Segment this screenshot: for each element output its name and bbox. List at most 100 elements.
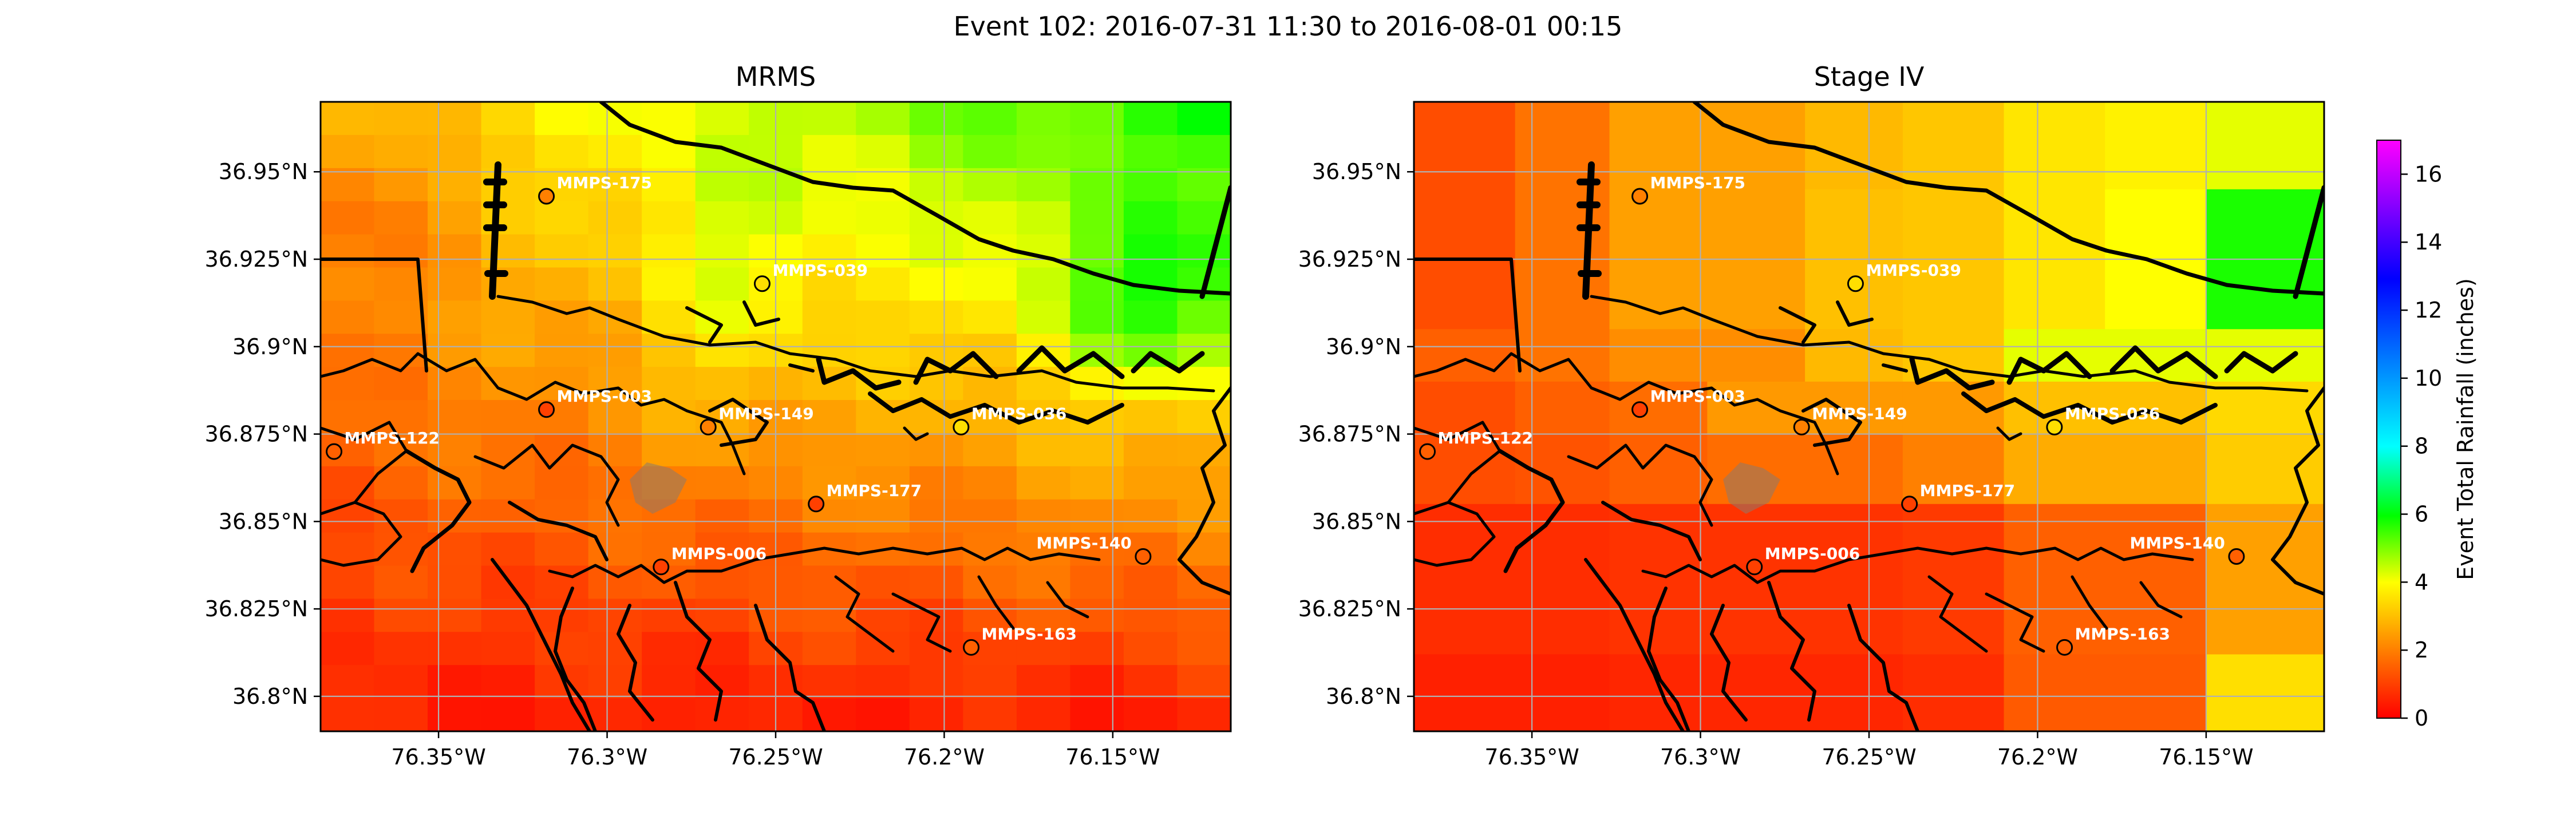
mrms-grid-cell xyxy=(963,466,1017,500)
mrms-grid-cell xyxy=(1070,168,1124,202)
mrms-grid-cell xyxy=(963,134,1017,169)
mrms-grid-cell xyxy=(963,599,1017,632)
mrms-grid-cell xyxy=(374,400,428,434)
mrms-grid-cell xyxy=(1177,400,1231,434)
gauge-marker-mmps-163 xyxy=(963,639,980,656)
stage-iv-grid-cell xyxy=(1805,189,1903,260)
mrms-grid-cell xyxy=(642,532,696,566)
gauge-label-mmps-175: MMPS-175 xyxy=(557,173,652,192)
mrms-x-tick-label: 76.3°W xyxy=(567,744,647,770)
stage-iv-grid-cell xyxy=(1609,189,1708,260)
mrms-grid-cell xyxy=(856,334,910,367)
mrms-grid-cell xyxy=(695,433,749,467)
gauge-label-mmps-006: MMPS-006 xyxy=(1765,544,1860,563)
mrms-grid-cell xyxy=(481,632,535,665)
mrms-grid-cell xyxy=(1016,400,1071,434)
mrms-grid-cell xyxy=(535,466,589,500)
mrms-grid-cell xyxy=(802,201,856,235)
mrms-grid-cell xyxy=(428,168,482,202)
mrms-grid-cell xyxy=(695,134,749,169)
gauge-label-mmps-003: MMPS-003 xyxy=(1650,387,1745,406)
mrms-y-tick-label: 36.85°N xyxy=(219,509,308,534)
urban-patch-shape xyxy=(1723,462,1780,514)
mrms-grid-cell xyxy=(428,300,482,334)
mrms-grid-cell xyxy=(374,599,428,632)
stage-iv-grid-cell xyxy=(1414,381,1516,435)
stage-iv-grid-cell xyxy=(2004,654,2105,731)
mrms-grid-cell xyxy=(374,201,428,235)
mrms-grid-cell xyxy=(802,400,856,434)
mrms-grid-cell xyxy=(374,665,428,699)
mrms-grid-cell xyxy=(1177,134,1231,169)
mrms-grid-cell xyxy=(1123,168,1178,202)
colorbar-tick-label: 16 xyxy=(2415,161,2442,187)
mrms-gauges: MMPS-175 MMPS-039 MMPS-003 MMPS-149 MMPS-036… xyxy=(326,173,1152,656)
mrms-grid-cell xyxy=(1016,267,1071,301)
gauge-marker-mmps-039 xyxy=(753,275,771,292)
mrms-grid-cell xyxy=(588,267,642,301)
stage-iv-grid-cell xyxy=(2105,189,2207,260)
mrms-grid-cell xyxy=(1123,102,1178,136)
gauge-marker-mmps-122 xyxy=(326,443,343,460)
mrms-grid-cell xyxy=(428,400,482,434)
mrms-grid-cell xyxy=(963,234,1017,268)
mrms-grid-cell xyxy=(695,234,749,268)
mrms-grid-cell xyxy=(695,334,749,367)
gauge-marker-mmps-003 xyxy=(1631,401,1649,418)
mrms-grid-cell xyxy=(321,201,375,235)
colorbar: 0 2 4 6 8 10 12 14 16 Event Total Rainfall (inch… xyxy=(2376,140,2478,731)
colorbar-tick-label: 10 xyxy=(2415,366,2442,391)
stage-iv-grid-cell xyxy=(1707,654,1805,731)
stage-iv-grid-cell xyxy=(1902,654,2005,731)
mrms-grid-cell xyxy=(695,632,749,665)
mrms-grid-cell xyxy=(909,698,963,731)
mrms-grid-cell xyxy=(535,565,589,600)
mrms-grid-cell xyxy=(802,698,856,731)
mrms-grid-cell xyxy=(1016,599,1071,632)
mrms-grid-cell xyxy=(1070,234,1124,268)
mrms-grid-cell xyxy=(1070,300,1124,334)
mrms-grid-cell xyxy=(909,134,963,169)
gauge-marker-mmps-006 xyxy=(1746,558,1763,576)
mrms-grid-cell xyxy=(481,400,535,434)
mrms-grid-cell xyxy=(428,632,482,665)
mrms-grid-cell xyxy=(1016,300,1071,334)
mrms-grid-cell xyxy=(963,300,1017,334)
mrms-grid-cell xyxy=(642,698,696,731)
mrms-grid-cell xyxy=(374,334,428,367)
gauge-label-mmps-140: MMPS-140 xyxy=(2129,533,2225,552)
mrms-grid-cell xyxy=(588,599,642,632)
mrms-grid-cell xyxy=(1016,433,1071,467)
stage-iv-grid-cell xyxy=(1805,329,1903,382)
stage-iv-y-tick-label: 36.8°N xyxy=(1326,684,1401,709)
gauge-label-mmps-003: MMPS-003 xyxy=(557,387,652,406)
mrms-grid-cell xyxy=(1070,466,1124,500)
gauge-marker-mmps-006 xyxy=(653,558,670,576)
mrms-grid-cell xyxy=(856,433,910,467)
mrms-grid-cell xyxy=(588,565,642,600)
mrms-grid-cell xyxy=(1016,499,1071,533)
mrms-grid-cell xyxy=(1177,665,1231,699)
mrms-grid-cell xyxy=(1123,300,1178,334)
mrms-grid-cell xyxy=(695,367,749,401)
stage-iv-grid-cell xyxy=(1414,654,1516,731)
gauge-label-mmps-122: MMPS-122 xyxy=(345,429,440,447)
gauge-label-mmps-006: MMPS-006 xyxy=(671,544,767,563)
mrms-x-axis: 76.35°W 76.3°W 76.25°W 76.2°W 76.15°W xyxy=(391,731,1160,770)
stage-iv-grid-cell xyxy=(1902,381,2005,435)
colorbar-tick-label: 2 xyxy=(2415,637,2428,663)
mrms-grid-cell xyxy=(1123,499,1178,533)
gauge-marker-mmps-175 xyxy=(1631,188,1649,205)
mrms-grid-cell xyxy=(1123,433,1178,467)
mrms-grid-cell xyxy=(321,665,375,699)
stage-iv-grid-cell xyxy=(2004,434,2105,505)
mrms-grid-cell xyxy=(909,665,963,699)
mrms-grid-cell xyxy=(963,698,1017,731)
mrms-grid-cell xyxy=(963,102,1017,136)
stage-iv-grid-cell xyxy=(2105,504,2207,585)
mrms-grid-cell xyxy=(695,102,749,136)
stage-iv-y-tick-label: 36.9°N xyxy=(1326,334,1401,359)
mrms-grid-cell xyxy=(428,367,482,401)
mrms-grid-cell xyxy=(481,532,535,566)
mrms-grid-cell xyxy=(695,267,749,301)
